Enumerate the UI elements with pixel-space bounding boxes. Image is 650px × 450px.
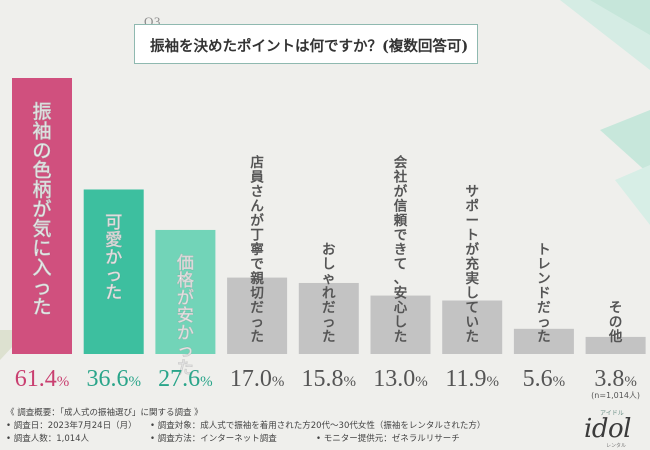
survey-date: • 調査日：2023年7月24日（月） [6,421,137,431]
category-label: トレンドだった [537,242,551,345]
survey-provider: • モニター提供元：ゼネラルリサーチ [316,434,460,444]
corner-decoration [615,165,650,225]
category-label: 会社が信頼できて、安心した [393,154,408,345]
bar [513,328,574,354]
value-label: 17.0% [230,366,285,392]
value-label: 5.6% [523,366,566,392]
value-label: 3.8% [594,366,637,392]
survey-method: • 調査方法：インターネット調査 [150,434,277,444]
category-label: 可愛かった [105,213,122,303]
value-label: 61.4% [15,366,70,392]
logo-subtext: レンタル [606,443,627,449]
bar [12,78,72,354]
survey-count: • 調査人数：1,014人 [6,434,90,444]
survey-target: • 調査対象：成人式で振袖を着用された方20代〜30代女性（振袖をレンタルされた… [150,421,486,431]
bar [298,282,359,354]
category-label: 店員さんが丁寧で親切だった [250,154,264,345]
value-label: 27.6% [158,366,213,392]
brand-logo: idol [584,414,631,444]
category-label: サポートが充実していた [465,184,479,345]
bar [155,229,216,354]
bar [442,300,503,354]
bar [585,336,646,354]
category-label: 価格が安かった [176,252,195,378]
corner-decoration [600,110,650,175]
value-label: 15.8% [302,366,357,392]
survey-overview: 《 調査概要：「成人式の振袖選び」に関する調査 》 [6,408,203,418]
question-title: 振袖を決めたポイントは何ですか？(複数回答可) [150,38,469,55]
category-label: おしゃれだった [322,242,336,345]
bar [370,295,431,354]
value-label: 13.0% [373,366,428,392]
value-label: 36.6% [86,366,141,392]
corner-decoration [590,0,650,35]
value-label: 11.9% [445,366,499,392]
logo-kana: アイドル [600,410,624,417]
question-box [134,24,478,64]
bar [227,277,288,354]
bar [83,189,144,354]
category-label: その他 [608,300,623,345]
sample-size-note: (n=1,014人) [591,391,640,400]
category-label: 振袖の色柄が気に入った [32,100,51,318]
